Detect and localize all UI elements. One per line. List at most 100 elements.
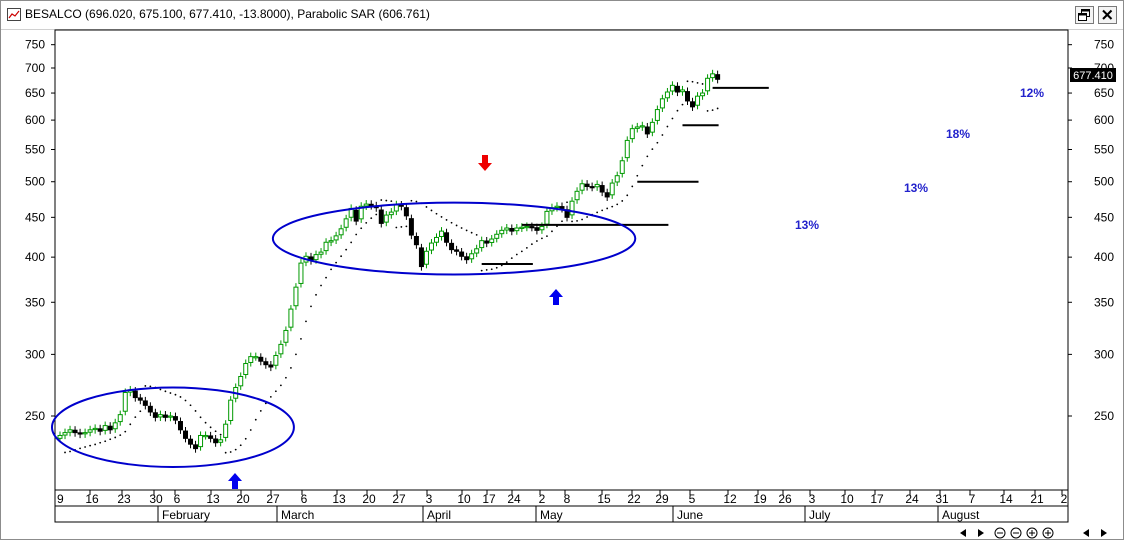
x-day-label: 27 bbox=[266, 492, 280, 506]
x-day-label: 3 bbox=[426, 492, 433, 506]
sar-dot bbox=[295, 353, 297, 356]
sar-dot bbox=[546, 235, 548, 238]
candle bbox=[142, 396, 148, 410]
x-day-label: 21 bbox=[1030, 492, 1044, 506]
sar-dot bbox=[279, 384, 282, 387]
candle bbox=[162, 411, 168, 422]
x-day-label: 9 bbox=[57, 492, 64, 506]
y-tick-label-left: 400 bbox=[25, 250, 45, 264]
zoom-in-plus-icon[interactable] bbox=[1026, 527, 1038, 539]
candle bbox=[609, 179, 615, 199]
candle bbox=[243, 359, 249, 379]
sar-dot bbox=[94, 443, 97, 446]
sar-dot bbox=[390, 200, 393, 202]
candle bbox=[268, 360, 274, 372]
close-button[interactable] bbox=[1098, 6, 1117, 24]
candle bbox=[177, 417, 183, 434]
signal-arrows bbox=[228, 155, 563, 489]
sar-dot bbox=[691, 80, 694, 83]
candle bbox=[664, 87, 670, 102]
price-series-candles bbox=[57, 69, 721, 453]
sar-dot bbox=[430, 209, 433, 212]
sar-dot bbox=[355, 233, 358, 236]
candle bbox=[338, 224, 344, 239]
sar-dot bbox=[716, 107, 719, 110]
last-price-tag: 677.410 bbox=[1070, 68, 1116, 82]
sar-dot bbox=[450, 221, 453, 224]
candle bbox=[273, 351, 279, 370]
sar-dot bbox=[254, 418, 257, 421]
candle bbox=[67, 425, 73, 437]
sar-dot bbox=[134, 416, 137, 418]
sar-dot bbox=[455, 224, 458, 227]
page-right-icon[interactable] bbox=[1101, 529, 1107, 537]
sar-dot bbox=[64, 451, 66, 454]
sar-dot bbox=[239, 444, 242, 447]
sar-dot bbox=[515, 253, 518, 256]
sar-dot bbox=[194, 410, 197, 412]
x-month-label: February bbox=[162, 508, 210, 522]
sar-dot bbox=[500, 264, 503, 267]
sar-dot bbox=[219, 433, 222, 436]
sar-dot bbox=[465, 229, 468, 232]
candle bbox=[147, 402, 153, 417]
candle bbox=[298, 259, 304, 288]
candle bbox=[504, 223, 510, 235]
sar-dot bbox=[530, 243, 533, 246]
scroll-left-icon[interactable] bbox=[960, 529, 966, 537]
sar-dot bbox=[335, 261, 337, 264]
sar-dot bbox=[711, 109, 714, 112]
sar-dot bbox=[164, 390, 167, 393]
x-axis: 9 16 23 30 6 13 20 27 6 13 20 27 3 10 17 24 2 8 15 22 29 5 12 1… bbox=[54, 490, 1068, 522]
sar-dot bbox=[581, 218, 583, 221]
candle bbox=[328, 236, 334, 247]
x-day-label: 20 bbox=[236, 492, 250, 506]
zoom-out-icon[interactable] bbox=[994, 527, 1006, 539]
sar-dot bbox=[129, 423, 132, 426]
sar-dot bbox=[666, 125, 669, 128]
y-tick-label-right: 250 bbox=[1094, 409, 1114, 423]
sar-dot bbox=[445, 219, 448, 221]
consolidation-ellipses bbox=[51, 201, 637, 468]
candle bbox=[624, 136, 630, 162]
sar-dot bbox=[184, 399, 187, 402]
sar-dot bbox=[340, 255, 343, 258]
x-day-label: 29 bbox=[655, 492, 669, 506]
candle bbox=[157, 410, 163, 422]
sar-dot bbox=[189, 404, 192, 407]
sar-dot bbox=[686, 80, 689, 83]
candle bbox=[434, 233, 439, 247]
sar-dot bbox=[661, 134, 664, 136]
x-day-label: 12 bbox=[723, 492, 737, 506]
zoom-in-icon[interactable] bbox=[1010, 527, 1022, 539]
candle bbox=[619, 156, 625, 178]
y-axis-left: 250 300 350 400 450 500 550 600 650 700 750 bbox=[25, 38, 55, 423]
sar-dot bbox=[505, 261, 508, 264]
candle bbox=[469, 249, 475, 263]
page-left-icon[interactable] bbox=[1042, 527, 1054, 539]
sar-dot bbox=[229, 451, 232, 453]
candle bbox=[464, 252, 470, 264]
candle bbox=[524, 222, 530, 232]
sar-dot bbox=[234, 448, 237, 451]
sar-dot bbox=[305, 320, 307, 323]
y-tick-label-right: 650 bbox=[1094, 86, 1114, 100]
candle bbox=[418, 243, 424, 271]
scroll-right-icon[interactable] bbox=[978, 529, 984, 537]
consolidation-ellipse bbox=[51, 386, 295, 468]
chart-window-icon bbox=[7, 8, 21, 21]
y-tick-label-left: 650 bbox=[25, 86, 45, 100]
candle bbox=[459, 247, 465, 261]
sar-dot bbox=[651, 148, 654, 151]
candle bbox=[288, 305, 294, 332]
sar-dot bbox=[681, 103, 684, 106]
restore-button[interactable] bbox=[1075, 6, 1094, 24]
sar-dot bbox=[169, 392, 172, 394]
sar-dot bbox=[676, 109, 679, 112]
candle bbox=[77, 428, 83, 439]
page-right-icon[interactable] bbox=[1083, 529, 1089, 537]
candle bbox=[358, 202, 364, 223]
candle bbox=[218, 435, 224, 447]
y-tick-label-right: 300 bbox=[1094, 347, 1114, 361]
candle bbox=[559, 202, 565, 213]
